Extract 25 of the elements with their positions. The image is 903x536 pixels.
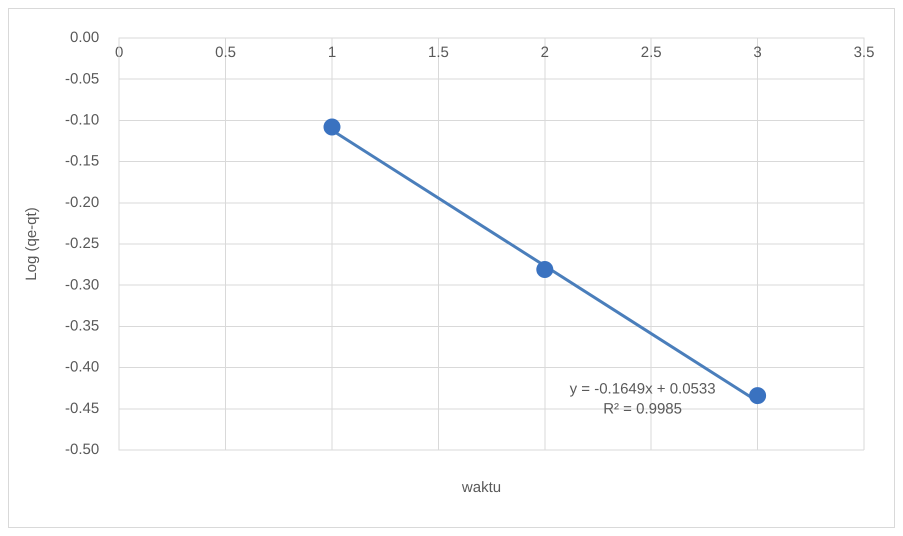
y-axis-title: Log (qe-qt) bbox=[23, 207, 40, 281]
x-tick-label: 3 bbox=[753, 44, 762, 62]
point bbox=[323, 118, 340, 136]
y-tick-label: -0.25 bbox=[64, 235, 100, 252]
y-tick-label: -0.35 bbox=[64, 318, 100, 335]
x-axis-title: waktu bbox=[460, 479, 502, 496]
annotation: y = -0.1649x + 0.0533 bbox=[570, 380, 716, 398]
y-tick-label: -0.30 bbox=[64, 276, 100, 294]
y-tick-label: 0.00 bbox=[70, 29, 100, 46]
x-tick-label: 1.5 bbox=[428, 44, 449, 62]
x-tick-label: 2.5 bbox=[640, 44, 662, 62]
point bbox=[536, 261, 554, 278]
y-tick-label: -0.40 bbox=[64, 358, 100, 376]
y-tick-label: -0.20 bbox=[64, 194, 100, 211]
y-tick-label: -0.05 bbox=[64, 70, 100, 88]
y-tick-label: -0.10 bbox=[64, 112, 100, 129]
y-tick-label: -0.50 bbox=[64, 441, 100, 458]
x-tick-label: 3.5 bbox=[854, 44, 874, 62]
y-tick-label: -0.45 bbox=[64, 400, 100, 417]
x-tick-label: 1 bbox=[328, 44, 336, 62]
x-tick-label: 2 bbox=[540, 44, 549, 62]
annotation: R² = 0.9985 bbox=[603, 400, 682, 418]
x-tick-label: 0.5 bbox=[215, 44, 236, 62]
point bbox=[749, 387, 766, 404]
y-tick-label: -0.15 bbox=[64, 152, 100, 170]
